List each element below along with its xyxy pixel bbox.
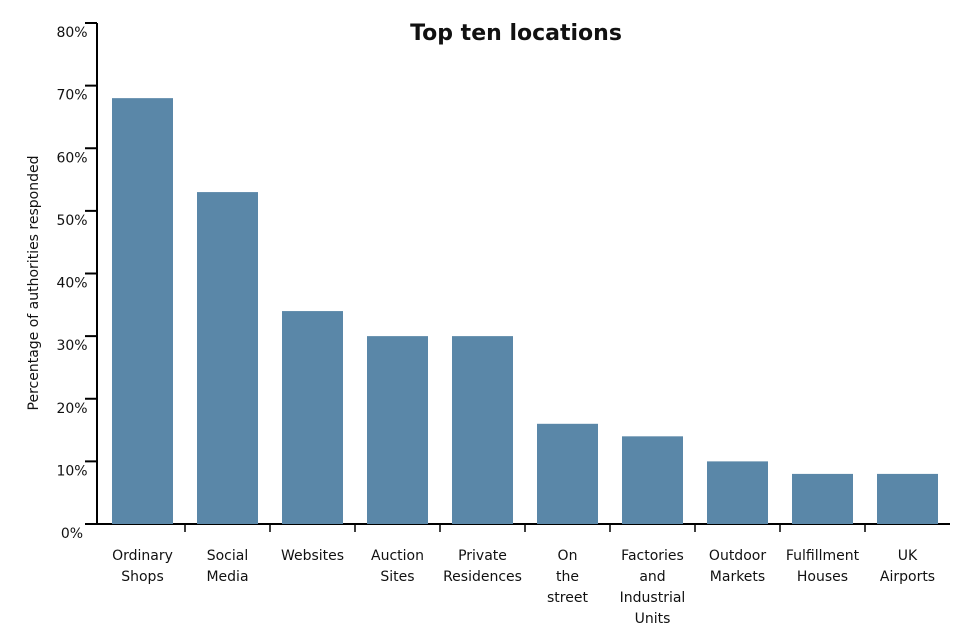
bar (197, 192, 258, 524)
y-tick-label: 10% (56, 463, 87, 479)
bar (112, 98, 173, 525)
y-tick-label: 70% (56, 88, 87, 104)
x-tick-label: Social Media (206, 548, 249, 585)
y-tick-label: 50% (56, 213, 87, 229)
bar (282, 311, 343, 524)
y-tick-label: 30% (56, 338, 87, 354)
x-tick-label: Private Residences (443, 548, 522, 585)
bar (707, 461, 768, 524)
x-tick-label: Auction Sites (371, 548, 424, 585)
x-tick-label: On the street (547, 548, 588, 606)
x-tick-label: Websites (280, 548, 345, 564)
x-tick-label: Outdoor Markets (708, 548, 767, 585)
x-tick-label: UK Airports (879, 548, 936, 585)
bar (367, 336, 428, 524)
bar (452, 336, 513, 524)
y-tick-label: 20% (56, 401, 87, 417)
bar (877, 473, 938, 524)
y-tick-label: 0% (61, 526, 83, 542)
y-axis-label: Percentage of authorities responded (26, 156, 42, 411)
x-tick-label: Fulfillment Houses (785, 548, 860, 585)
y-tick-label: 40% (56, 276, 87, 292)
bar (622, 436, 683, 524)
chart-title: Top ten locations (410, 21, 622, 46)
bar (792, 473, 853, 524)
x-tick-label: Ordinary Shops (112, 548, 173, 585)
y-tick-label: 80% (56, 25, 87, 41)
y-tick-label: 60% (56, 150, 87, 166)
bar (537, 423, 598, 524)
x-tick-label: Factories and Industrial Units (619, 548, 686, 627)
